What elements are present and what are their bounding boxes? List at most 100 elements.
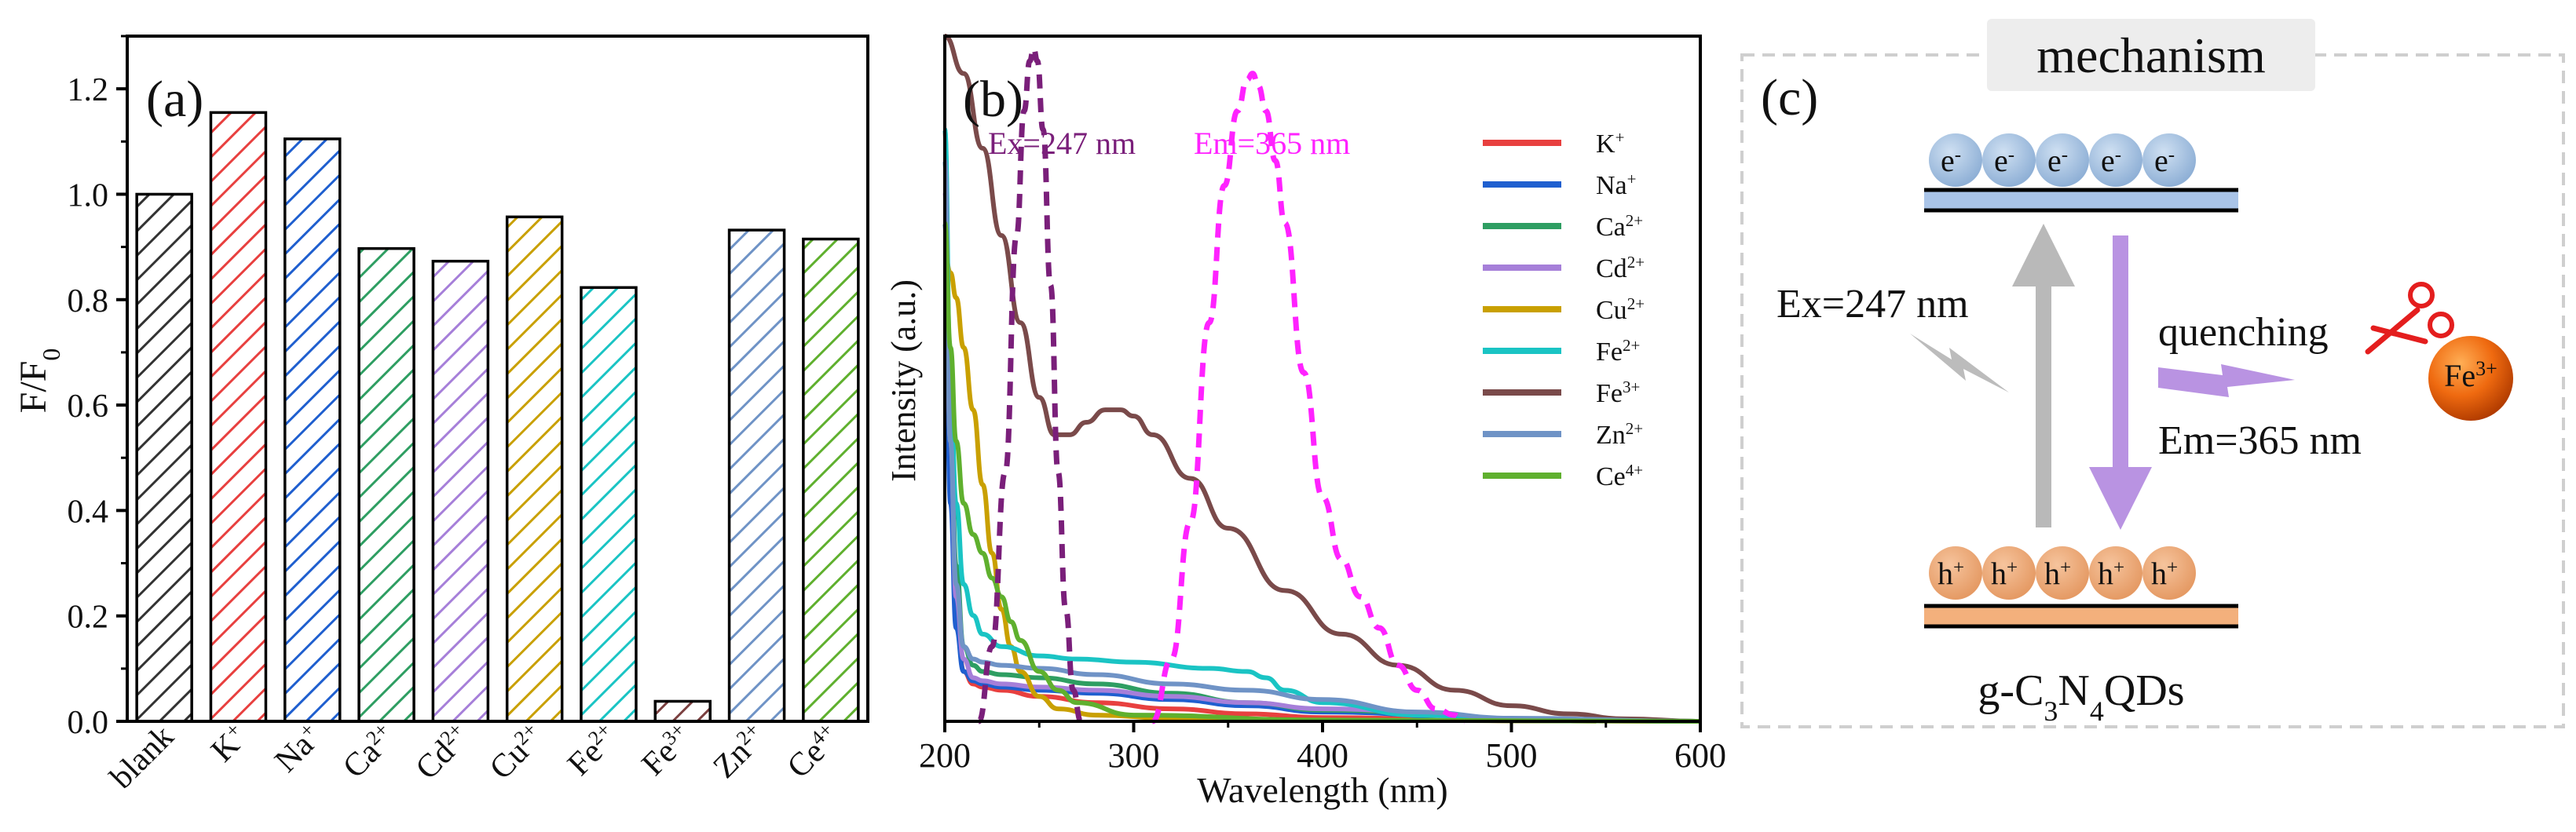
y-tick-label: 0.4 [68, 494, 109, 530]
legend-label: Fe2+ [1596, 336, 1640, 367]
svg-text:Na+: Na+ [267, 717, 329, 779]
line-zn2- [942, 158, 1701, 724]
conduction-band [1924, 188, 2238, 213]
legend-item: Zn2+ [1483, 419, 1643, 450]
hole-particle: h+ [1929, 546, 1982, 600]
panel-label: (b) [963, 71, 1023, 128]
panel-label: (c) [1761, 69, 1818, 126]
bar-kp [209, 111, 268, 723]
lightning-icon [2158, 364, 2295, 397]
x-tick-label: Cu2+ [482, 717, 551, 786]
legend-item: Cu2+ [1483, 294, 1645, 325]
x-axis-label: Wavelength (nm) [1197, 770, 1447, 810]
legend-item: Fe3+ [1483, 378, 1640, 408]
y-tick-label: 1.2 [68, 72, 109, 108]
x-tick-label: Cd2+ [408, 717, 478, 786]
svg-text:Zn2+: Zn2+ [705, 717, 773, 785]
y-tick-label: 1.0 [68, 177, 109, 213]
legend-item: Fe2+ [1483, 336, 1640, 367]
legend-label: Fe3+ [1596, 378, 1640, 408]
legend-label: Cu2+ [1596, 294, 1645, 325]
svg-text:blank: blank [104, 719, 181, 797]
svg-text:e-: e- [2047, 143, 2068, 178]
bar-ce4p [802, 237, 860, 723]
excitation-text: Ex=247 nm [1776, 282, 1969, 327]
y-axis-label: Intensity (a.u.) [884, 279, 923, 482]
legend-label: Zn2+ [1596, 419, 1643, 450]
svg-text:Fe3+: Fe3+ [634, 717, 699, 783]
svg-text:e-: e- [2101, 143, 2121, 178]
line-na- [942, 221, 1701, 724]
svg-text:Cu2+: Cu2+ [482, 717, 551, 786]
x-axis: 200 300 400 500 600 [919, 721, 1726, 775]
bar-ca2p [357, 246, 415, 723]
electron-particle: e- [1982, 133, 2036, 187]
bar-series [135, 111, 860, 723]
ex-annotation: Ex=247 nm [988, 126, 1136, 161]
y-tick-label: 0.2 [68, 600, 109, 636]
y-tick-label: 0.0 [68, 705, 109, 741]
quenching-text: quenching [2158, 310, 2329, 355]
material-label: g-C3N4QDs [1978, 666, 2184, 727]
svg-text:e-: e- [1941, 143, 1961, 178]
svg-text:K+: K+ [203, 717, 254, 768]
x-tick-label: Fe3+ [634, 717, 699, 783]
svg-text:Cd2+: Cd2+ [408, 717, 478, 786]
em-annotation: Em=365 nm [1194, 126, 1350, 161]
x-tick-label: 500 [1486, 736, 1538, 775]
line-fe3- [943, 34, 1701, 724]
x-tick-label: Zn2+ [705, 717, 773, 785]
bar-fe2p [580, 286, 638, 723]
legend-item: Na+ [1483, 170, 1637, 200]
x-tick-label: Ca2+ [336, 717, 393, 785]
svg-text:Ce4+: Ce4+ [780, 717, 847, 785]
hole-particle: h+ [2089, 546, 2142, 600]
electron-particle: e- [2036, 133, 2089, 187]
legend-label: Ca2+ [1596, 211, 1643, 242]
scissors-icon [2365, 282, 2454, 355]
title-box [1987, 19, 2315, 91]
legend-item: Ce4+ [1483, 461, 1643, 491]
line-fe2- [942, 127, 1701, 724]
band-fill [1924, 190, 2238, 210]
bar-cu2p [505, 215, 564, 723]
legend-item: K+ [1483, 128, 1624, 159]
panel-b-line-chart: 200 300 400 500 600 K+ Na+ Ca2+ Cd2+ Cu2+ Fe2+ Fe3… [884, 34, 1726, 810]
svg-text:h+: h+ [2044, 556, 2071, 591]
svg-text:h+: h+ [1937, 556, 1964, 591]
legend-item: Cd2+ [1483, 253, 1645, 283]
x-tick-label: Fe2+ [560, 717, 625, 783]
plot-frame [126, 35, 869, 723]
legend-label: K+ [1596, 128, 1624, 159]
x-tick-label: 300 [1108, 736, 1160, 775]
line-em-365-nm [1151, 71, 1465, 724]
svg-text:Fe2+: Fe2+ [560, 717, 625, 783]
hole-particle: h+ [1982, 546, 2036, 600]
line-k- [942, 127, 1701, 724]
svg-text:h+: h+ [2151, 556, 2178, 591]
svg-text:e-: e- [2154, 143, 2175, 178]
fe3-ion-label: Fe3+ [2444, 357, 2497, 394]
emission-text: Em=365 nm [2158, 418, 2362, 463]
x-tick-label: 200 [919, 736, 971, 775]
x-tick-label: Ce4+ [780, 717, 847, 785]
line-cu2- [942, 251, 1701, 724]
y-axis: 0.0 0.2 0.4 0.6 0.8 1.0 1.2 [68, 35, 127, 741]
valence-band [1924, 604, 2238, 629]
fe3-ion-sphere [2428, 336, 2513, 421]
panel-a-bar-chart: 0.0 0.2 0.4 0.6 0.8 1.0 1.2 blank K+ Na+Ca2+Cd2+… [13, 35, 869, 797]
svg-text:e-: e- [1994, 143, 2014, 178]
mechanism-title: mechanism [2036, 27, 2265, 83]
panel-label: (a) [146, 71, 203, 128]
hole-particle: h+ [2142, 546, 2196, 600]
legend-label: Cd2+ [1596, 253, 1645, 283]
band-fill [1924, 606, 2238, 626]
x-tick-label: 400 [1297, 736, 1348, 775]
legend: K+ Na+ Ca2+ Cd2+ Cu2+ Fe2+ Fe3+ Zn2+ Ce4+ [1483, 128, 1645, 491]
svg-text:h+: h+ [1991, 556, 2018, 591]
x-tick-label: 600 [1674, 736, 1726, 775]
electron-particle: e- [2142, 133, 2196, 187]
bar-blank [135, 192, 193, 723]
x-tick-label: blank [104, 719, 181, 797]
